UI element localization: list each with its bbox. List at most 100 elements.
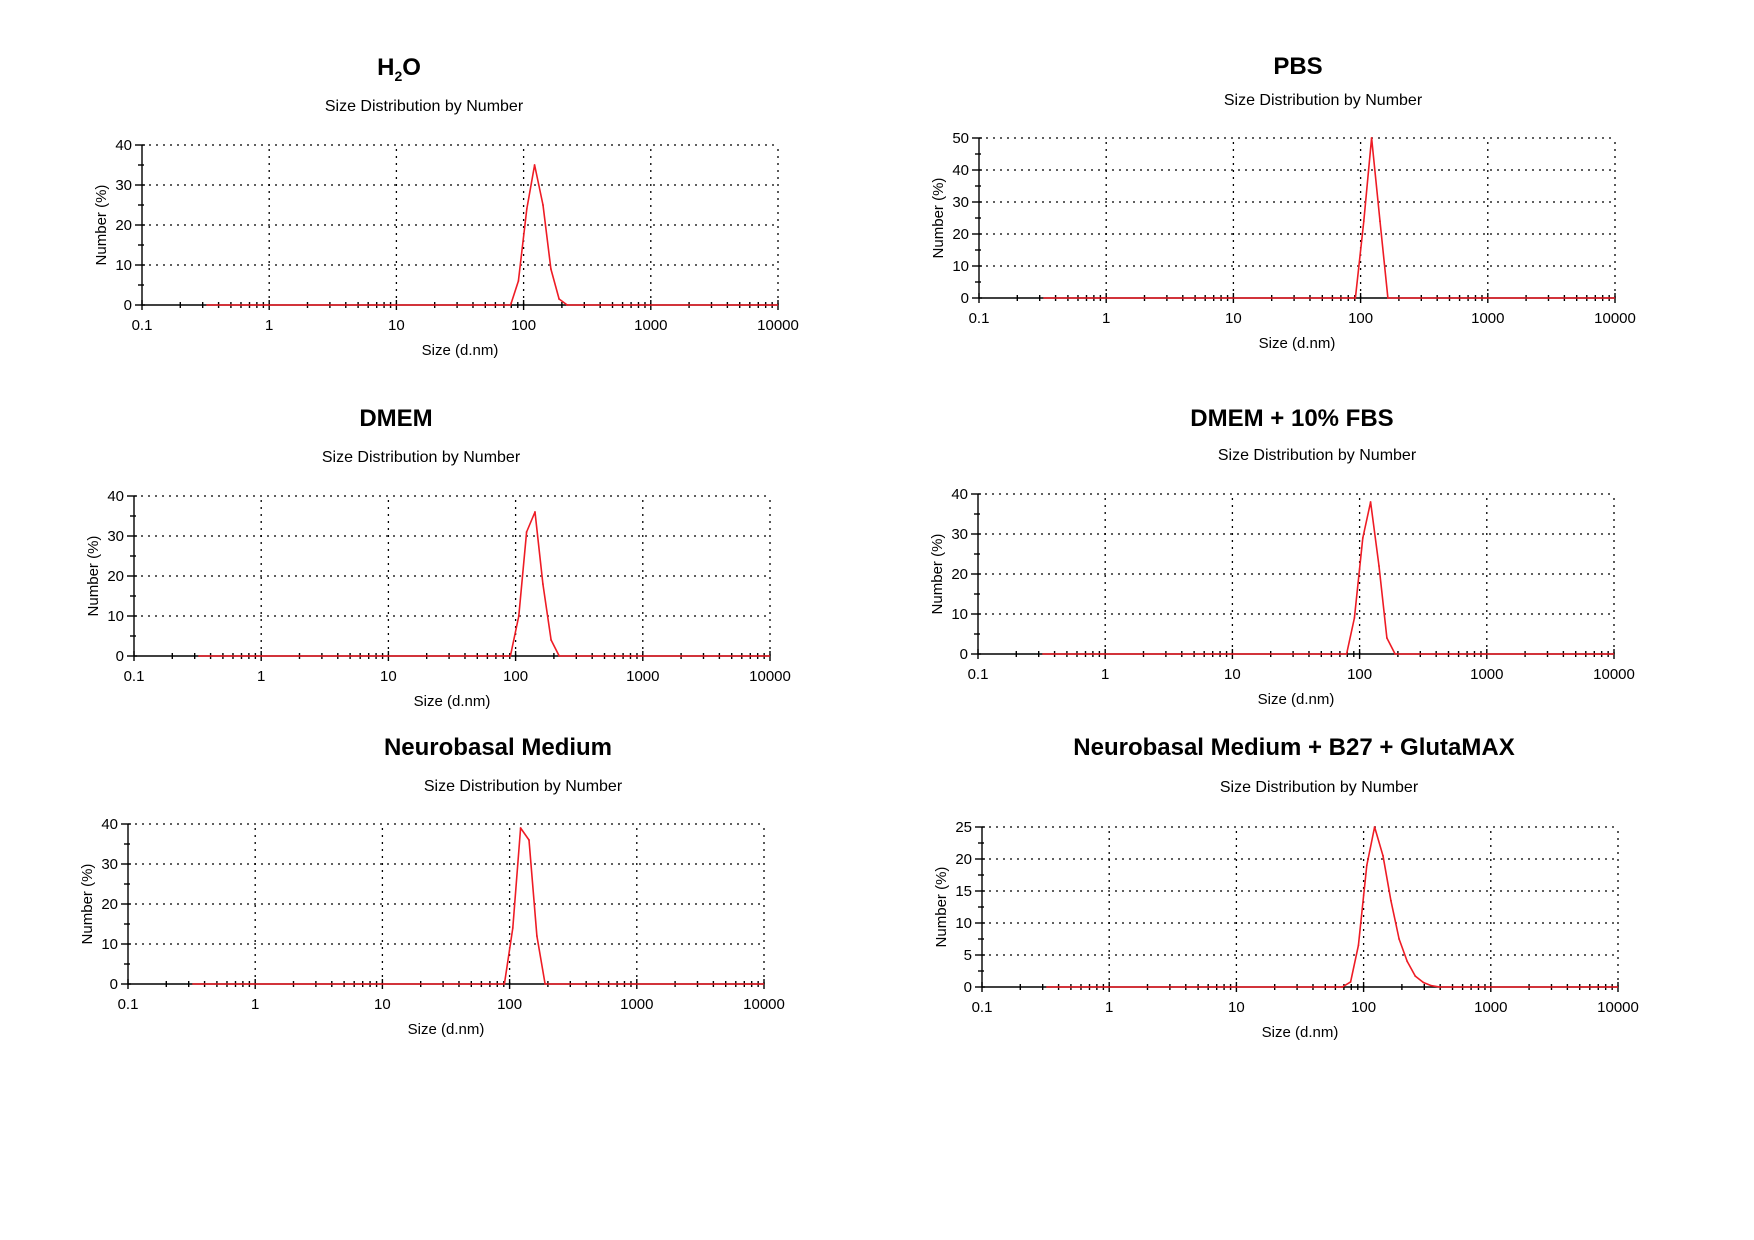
x-tick-label: 1000 [620, 996, 653, 1013]
x-tick-label: 10000 [743, 996, 785, 1013]
y-axis-label: Number (%) [85, 536, 102, 617]
data-point [517, 280, 520, 282]
x-tick-label: 1 [1102, 310, 1110, 327]
chart-panel-neurobasal: Neurobasal Medium Size Distribution by Nu… [40, 725, 885, 1125]
data-point [509, 655, 512, 657]
y-axis-label: Number (%) [93, 185, 110, 266]
x-tick-label: 10000 [757, 317, 799, 334]
data-point [511, 927, 514, 929]
y-tick-label: 10 [107, 608, 124, 625]
y-axis-label: Number (%) [933, 867, 950, 948]
data-point [536, 935, 538, 937]
series-line [1043, 137, 1615, 299]
data-point [558, 298, 560, 300]
data-point [550, 268, 552, 270]
data-point [1354, 297, 1357, 299]
y-tick-label: 5 [964, 947, 972, 964]
x-tick-label: 10 [380, 668, 397, 685]
y-tick-label: 10 [955, 915, 972, 932]
x-tick-label: 10 [1224, 666, 1241, 683]
data-point [1390, 899, 1392, 902]
data-point [1386, 637, 1388, 639]
chart-panel-dmem-fbs: DMEM + 10% FBS Size Distribution by Numbe… [840, 400, 1685, 800]
y-axis-label: Number (%) [79, 864, 96, 945]
data-point [1361, 537, 1364, 539]
data-point [1341, 986, 1344, 988]
data-point [503, 983, 506, 985]
y-tick-label: 30 [952, 194, 969, 211]
chart-title: Neurobasal Medium [384, 734, 612, 761]
data-point [1365, 864, 1368, 867]
x-tick-label: 100 [1348, 310, 1373, 327]
y-tick-label: 40 [101, 816, 118, 833]
x-tick-label: 1 [257, 668, 265, 685]
series-line [206, 164, 778, 306]
data-point [542, 583, 544, 585]
data-point [1387, 297, 1389, 299]
x-axis-label: Size (d.nm) [1262, 1024, 1339, 1041]
y-tick-label: 20 [101, 896, 118, 913]
data-point [1378, 565, 1380, 567]
y-tick-label: 15 [955, 883, 972, 900]
data-point [533, 164, 536, 166]
y-tick-label: 20 [952, 226, 969, 243]
y-axis-label: Number (%) [929, 534, 946, 615]
data-point [525, 208, 528, 210]
chart-panel-neurobasal-b27: Neurobasal Medium + B27 + GlutaMAX Size D… [840, 725, 1685, 1125]
chart-subtitle: Size Distribution by Number [325, 98, 524, 115]
y-tick-label: 20 [955, 851, 972, 868]
y-tick-label: 30 [951, 526, 968, 543]
y-tick-label: 10 [101, 936, 118, 953]
x-tick-label: 1 [1105, 999, 1113, 1016]
chart-subtitle: Size Distribution by Number [1218, 447, 1417, 464]
series-line [192, 827, 764, 985]
x-tick-label: 1 [265, 317, 273, 334]
chart-panel-dmem: DMEM Size Distribution by Number 0.1 1 10 100… [40, 400, 885, 800]
x-tick-label: 10000 [1594, 310, 1636, 327]
y-tick-label: 30 [115, 177, 132, 194]
y-tick-label: 0 [964, 979, 972, 996]
chart-title: DMEM [359, 405, 432, 432]
chart-subtitle: Size Distribution by Number [1220, 779, 1419, 796]
series-line [1046, 826, 1618, 988]
x-tick-label: 100 [1347, 666, 1372, 683]
data-point [519, 827, 522, 829]
chart-title: DMEM + 10% FBS [1190, 405, 1393, 432]
x-tick-label: 10000 [749, 668, 791, 685]
data-point [525, 531, 528, 533]
chart-title: PBS [1273, 53, 1322, 80]
x-tick-label: 10000 [1593, 666, 1635, 683]
data-point [1398, 938, 1400, 940]
series-line [198, 511, 770, 657]
data-point [534, 511, 536, 513]
y-tick-label: 20 [951, 566, 968, 583]
y-tick-label: 10 [115, 257, 132, 274]
x-tick-label: 1 [1101, 666, 1109, 683]
data-point [1370, 137, 1373, 139]
x-tick-label: 0.1 [968, 666, 989, 683]
y-tick-label: 40 [107, 488, 124, 505]
x-tick-label: 10 [374, 996, 391, 1013]
data-point [1369, 501, 1372, 503]
data-point [1430, 984, 1433, 987]
data-point [528, 839, 530, 841]
y-tick-label: 40 [951, 486, 968, 503]
y-tick-label: 0 [960, 646, 968, 663]
data-point [1362, 220, 1365, 223]
chart-neurobasal-b27: Neurobasal Medium + B27 + GlutaMAX Size D… [933, 734, 1639, 1041]
data-point [1345, 653, 1348, 655]
y-tick-label: 30 [101, 856, 118, 873]
chart-dmem-fbs: DMEM + 10% FBS Size Distribution by Numbe… [929, 405, 1635, 708]
data-point [517, 615, 520, 617]
y-tick-label: 0 [961, 290, 969, 307]
data-point [544, 983, 546, 985]
x-tick-label: 10 [1228, 999, 1245, 1016]
y-tick-label: 20 [107, 568, 124, 585]
x-axis-label: Size (d.nm) [1259, 335, 1336, 352]
x-tick-label: 1000 [626, 668, 659, 685]
data-point [1357, 944, 1360, 947]
